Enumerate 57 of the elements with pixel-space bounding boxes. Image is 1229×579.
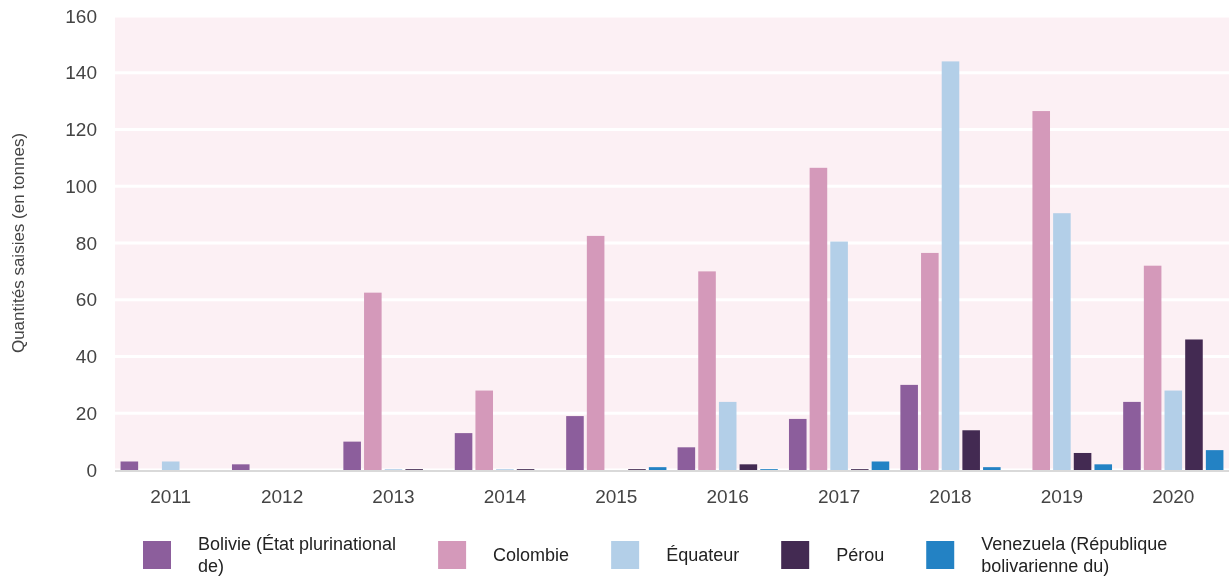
bar: [1143, 265, 1162, 470]
y-tick-label: 40: [75, 346, 97, 368]
bar: [900, 384, 918, 470]
legend-label: Équateur: [666, 545, 740, 566]
y-tick-label: 120: [65, 119, 97, 141]
x-tick-label: 2016: [706, 486, 749, 507]
y-axis-title: Quantités saisies (en tonnes): [9, 132, 28, 354]
bar: [343, 441, 361, 470]
x-tick-label: 2015: [595, 486, 638, 507]
bar: [364, 292, 382, 470]
bar: [698, 271, 716, 470]
x-tick-label: 2013: [372, 486, 415, 507]
bar: [941, 61, 960, 470]
bar: [677, 447, 696, 470]
y-tick-label: 0: [86, 459, 97, 481]
bar: [1053, 213, 1071, 470]
bar: [921, 252, 939, 470]
x-tick-label: 2014: [483, 486, 527, 507]
legend-label: Colombie: [493, 545, 570, 566]
bar: [1164, 390, 1183, 470]
legend-label: Venezuela (République bolivarienne du): [981, 534, 1168, 577]
bar: [586, 235, 605, 470]
bar: [475, 390, 494, 470]
bar: [788, 418, 807, 470]
x-tick-label: 2018: [929, 486, 972, 507]
x-tick-label: 2012: [260, 486, 304, 507]
y-tick-label: 80: [75, 232, 97, 254]
bar: [1073, 452, 1092, 470]
y-tick-label: 160: [65, 5, 97, 27]
bar: [161, 461, 180, 470]
bar: [1123, 401, 1141, 470]
bar: [1094, 464, 1113, 470]
legend-label: Pérou: [836, 545, 885, 566]
legend-label: Bolivie (État plurinational de): [198, 534, 397, 577]
x-tick-label: 2017: [817, 486, 861, 507]
bar: [454, 433, 473, 470]
bar: [231, 464, 250, 470]
bar: [962, 430, 980, 470]
bar: [830, 241, 848, 470]
bar: [566, 416, 584, 470]
bar: [120, 461, 139, 470]
y-tick-label: 60: [75, 289, 97, 311]
x-tick-label: 2019: [1040, 486, 1084, 507]
bar: [739, 464, 758, 470]
y-tick-label: 100: [65, 175, 97, 197]
bar: [648, 467, 667, 470]
x-tick-label: 2020: [1152, 486, 1195, 507]
bar: [871, 461, 890, 470]
bar: [983, 467, 1001, 470]
y-tick-label: 20: [75, 402, 97, 424]
y-tick-label: 140: [65, 62, 97, 84]
x-tick-label: 2011: [150, 486, 192, 507]
bar: [809, 167, 828, 470]
bar: [1185, 339, 1203, 470]
bar: [718, 401, 737, 470]
bar: [1032, 111, 1051, 470]
bar: [1205, 450, 1224, 470]
